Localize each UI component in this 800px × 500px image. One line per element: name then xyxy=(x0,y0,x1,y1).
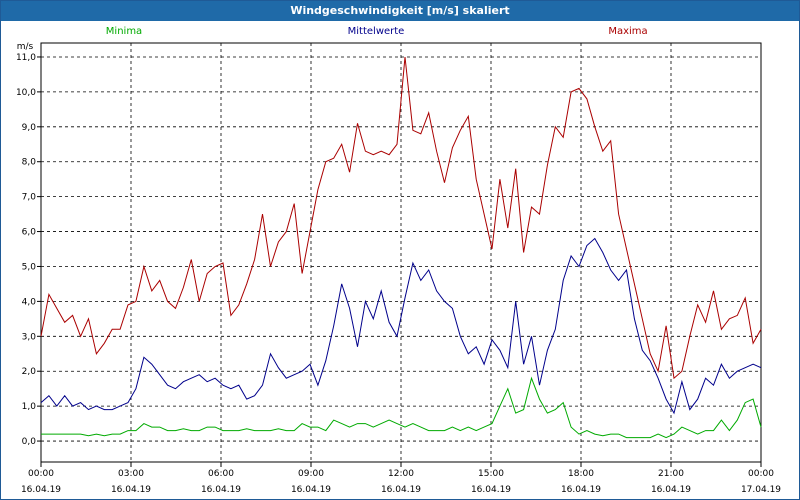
series-line-maxima xyxy=(40,56,762,380)
x-tick-date-label: 16.04.19 xyxy=(561,485,601,495)
y-tick-label: 11,0 xyxy=(16,53,36,63)
series-line-minima xyxy=(41,376,762,439)
x-tick-date-label: 17.04.19 xyxy=(741,485,781,495)
y-tick-label: 1,0 xyxy=(22,402,37,412)
y-tick-label: 5,0 xyxy=(22,262,37,272)
x-tick-date-label: 16.04.19 xyxy=(471,485,511,495)
legend-entry-mittelwerte: Mittelwerte xyxy=(348,26,405,37)
x-tick-date-label: 16.04.19 xyxy=(381,485,421,495)
y-tick-label: 10,0 xyxy=(16,88,36,98)
x-tick-date-label: 16.04.19 xyxy=(291,485,331,495)
window-title: Windgeschwindigkeit [m/s] skaliert xyxy=(1,1,799,21)
legend-entry-minima: Minima xyxy=(106,26,142,37)
x-tick-time-label: 00:00 xyxy=(748,469,774,479)
x-tick-time-label: 00:00 xyxy=(28,469,54,479)
y-tick-label: 7,0 xyxy=(22,193,37,203)
y-tick-label: 3,0 xyxy=(22,332,37,342)
x-tick-time-label: 12:00 xyxy=(388,469,414,479)
y-tick-label: 9,0 xyxy=(22,123,37,133)
y-unit-label: m/s xyxy=(17,42,34,52)
wind-speed-chart: 0,0 1,0 2,0 3,0 4,0 5,0 6,0 7,0 8,0 9,0 10,0 11,0m/… xyxy=(16,26,781,495)
x-tick-time-label: 06:00 xyxy=(208,469,234,479)
x-tick-date-label: 16.04.19 xyxy=(111,485,151,495)
x-tick-time-label: 09:00 xyxy=(298,469,324,479)
y-tick-label: 2,0 xyxy=(22,367,37,377)
x-tick-time-label: 21:00 xyxy=(658,469,684,479)
x-tick-date-label: 16.04.19 xyxy=(21,485,61,495)
legend-entry-maxima: Maxima xyxy=(608,26,647,37)
x-tick-time-label: 18:00 xyxy=(568,469,594,479)
y-tick-label: 0,0 xyxy=(22,437,37,447)
y-tick-label: 4,0 xyxy=(22,297,37,307)
x-tick-time-label: 15:00 xyxy=(478,469,504,479)
x-tick-date-label: 16.04.19 xyxy=(201,485,241,495)
y-tick-label: 8,0 xyxy=(22,158,37,168)
y-tick-label: 6,0 xyxy=(22,228,37,238)
x-tick-date-label: 16.04.19 xyxy=(651,485,691,495)
series-line-mittelwerte xyxy=(40,237,762,415)
x-tick-time-label: 03:00 xyxy=(118,469,144,479)
